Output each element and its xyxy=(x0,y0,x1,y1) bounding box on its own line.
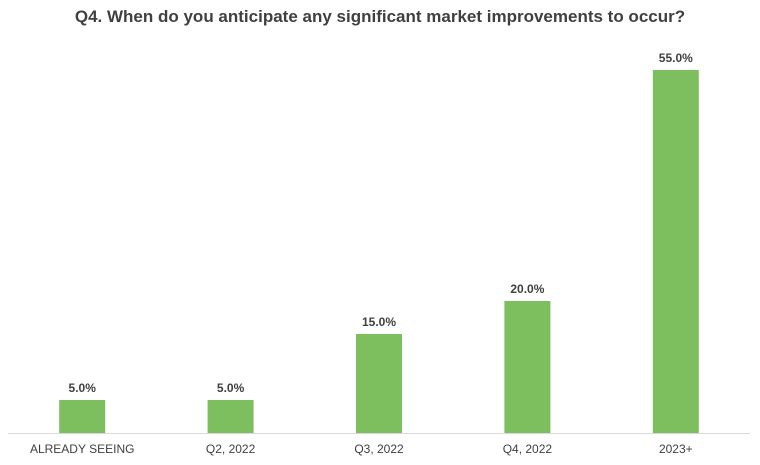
x-tick-label-0: ALREADY SEEING xyxy=(30,442,134,456)
x-tick-label-4: 2023+ xyxy=(659,442,693,456)
x-tick-label-1: Q2, 2022 xyxy=(206,442,256,456)
data-label-2: 15.0% xyxy=(362,315,396,329)
bar-4 xyxy=(652,70,699,433)
x-tick-label-2: Q3, 2022 xyxy=(354,442,404,456)
x-tick-label-3: Q4, 2022 xyxy=(503,442,553,456)
chart-title: Q4. When do you anticipate any significa… xyxy=(74,7,686,26)
bar-0 xyxy=(59,400,106,433)
bar-1 xyxy=(207,400,254,433)
data-label-1: 5.0% xyxy=(217,381,245,395)
data-label-4: 55.0% xyxy=(659,51,693,65)
data-label-0: 5.0% xyxy=(69,381,97,395)
data-label-3: 20.0% xyxy=(510,282,544,296)
bar-2 xyxy=(356,334,402,433)
bar-3 xyxy=(504,301,551,433)
